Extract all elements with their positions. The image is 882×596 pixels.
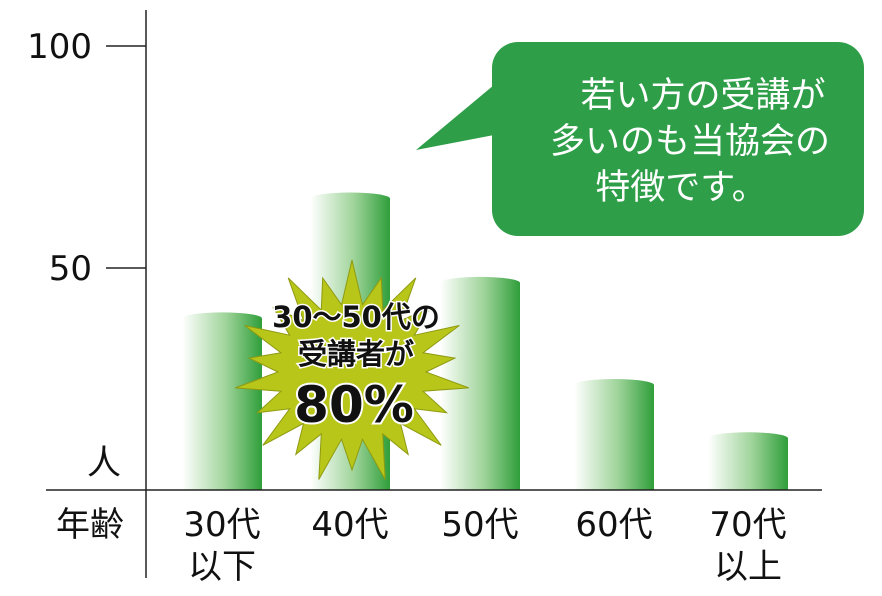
highlight-starburst: 30〜50代の 受講者が 80% [235, 259, 469, 480]
bar-5 [708, 432, 788, 490]
bar-4 [574, 379, 654, 490]
x-axis-title: 年齢 [56, 505, 124, 545]
bar-body [182, 318, 262, 490]
callout-line-3: 特徴です。 [595, 168, 767, 208]
x-tick-label: 50代 [441, 505, 518, 545]
x-tick-label: 30代以下 [183, 505, 260, 587]
bar-cap [440, 276, 520, 289]
y-axis-unit-label: 人 [87, 443, 121, 483]
callout-line-2: 多いのも当協会の [550, 122, 830, 162]
starburst-percent: 80% [294, 376, 414, 434]
callout-line-1: 若い方の受講が [580, 76, 825, 116]
starburst-line-1: 30〜50代の [272, 300, 440, 334]
starburst-shape [235, 259, 469, 480]
y-tick-label: 100 [27, 27, 92, 67]
y-ticks: 100 50 [27, 27, 146, 289]
x-tick-label: 40代 [311, 505, 388, 545]
bar-body [708, 438, 788, 490]
y-tick-label: 50 [49, 249, 92, 289]
speech-bubble-callout: 若い方の受講が 多いのも当協会の 特徴です。 [416, 42, 864, 236]
bar-cap [182, 312, 262, 325]
bar-body [574, 385, 654, 490]
speech-bubble-body [492, 42, 864, 236]
bar-cap [310, 192, 390, 205]
bar-1 [182, 312, 262, 490]
bar-cap [708, 432, 788, 445]
starburst-line-2: 受講者が [298, 337, 414, 371]
x-tick-label: 60代 [575, 505, 652, 545]
x-tick-labels: 30代以下 40代 50代 60代 70代以上 [183, 505, 786, 587]
x-tick-label: 70代以上 [709, 505, 786, 587]
bar-cap [574, 379, 654, 391]
